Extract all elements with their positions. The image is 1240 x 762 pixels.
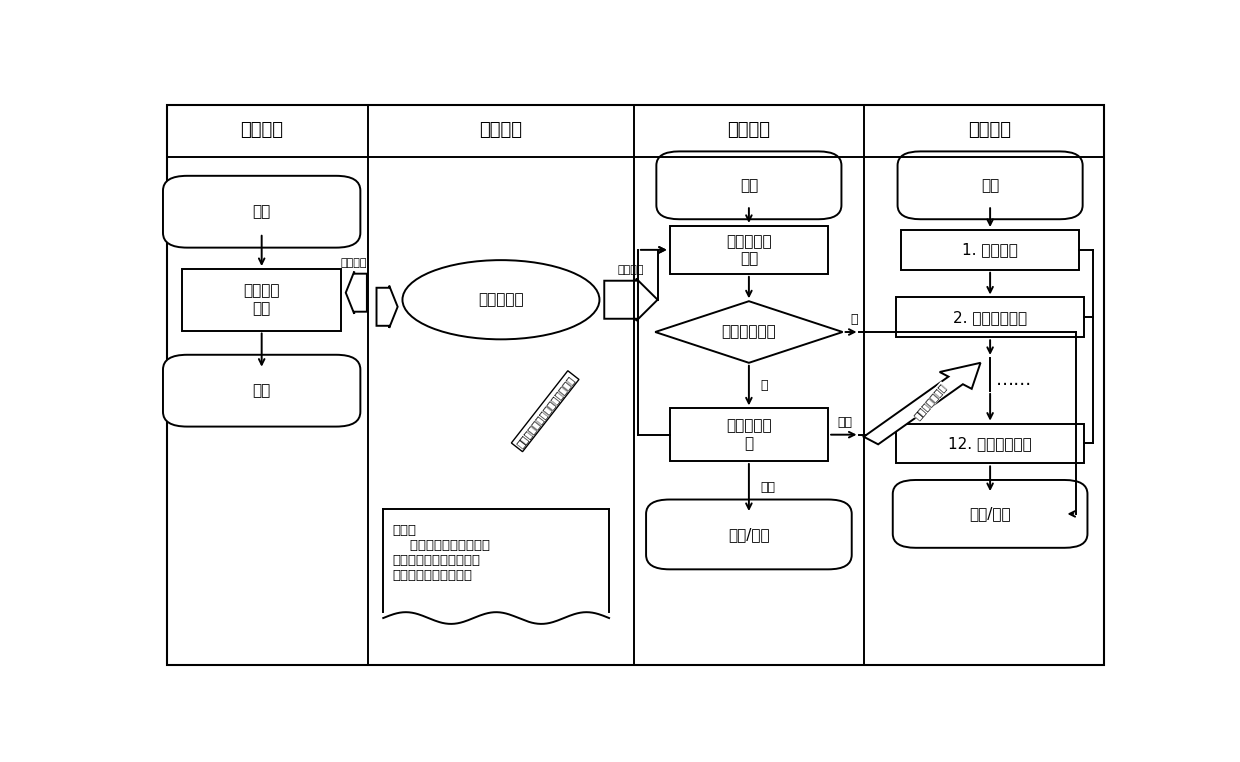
Text: 读取任务: 读取任务 — [618, 265, 645, 275]
Text: 任务执行: 任务执行 — [968, 120, 1012, 139]
Text: 成功: 成功 — [838, 416, 853, 429]
Bar — [182, 269, 341, 331]
Polygon shape — [377, 286, 398, 328]
Text: 开始: 开始 — [253, 204, 270, 219]
Text: 三元组任务: 三元组任务 — [479, 293, 523, 307]
Polygon shape — [604, 279, 657, 321]
Text: 12. 清除备份文件: 12. 清除备份文件 — [949, 436, 1032, 451]
Bar — [901, 230, 1079, 270]
FancyBboxPatch shape — [162, 176, 361, 248]
Polygon shape — [346, 271, 367, 314]
Text: 是否可以执行: 是否可以执行 — [722, 325, 776, 340]
Text: 添加扩容
请求: 添加扩容 请求 — [243, 283, 280, 316]
Text: 否: 否 — [851, 313, 858, 326]
Text: 任务选择: 任务选择 — [728, 120, 770, 139]
Text: 添加任务: 添加任务 — [341, 258, 367, 268]
Text: 是: 是 — [760, 379, 768, 392]
Text: 结束: 结束 — [253, 383, 270, 399]
Text: 2. 安装扩容软件: 2. 安装扩容软件 — [954, 310, 1027, 325]
Text: 读取未执行
任务: 读取未执行 任务 — [727, 234, 771, 266]
Text: 异常/退出: 异常/退出 — [728, 527, 770, 542]
Text: 任务存储: 任务存储 — [480, 120, 522, 139]
Text: 任务添加: 任务添加 — [241, 120, 283, 139]
FancyBboxPatch shape — [656, 152, 842, 219]
Text: 开始: 开始 — [740, 178, 758, 193]
Text: 说明：
    三元组任务（三个元素
包括：目标实例、数据源
实例、挂载主库实例）: 说明： 三元组任务（三个元素 包括：目标实例、数据源 实例、挂载主库实例） — [393, 524, 490, 582]
Text: 结束/异常: 结束/异常 — [970, 507, 1011, 521]
Text: 1. 环境检查: 1. 环境检查 — [962, 242, 1018, 258]
Bar — [897, 424, 1084, 463]
Ellipse shape — [403, 260, 599, 339]
Text: ……: …… — [996, 371, 1032, 389]
FancyBboxPatch shape — [898, 152, 1083, 219]
Bar — [670, 408, 828, 461]
Text: 启动扩容任
务: 启动扩容任 务 — [727, 418, 771, 451]
FancyBboxPatch shape — [162, 355, 361, 427]
Bar — [897, 297, 1084, 338]
Text: 开始: 开始 — [981, 178, 999, 193]
FancyBboxPatch shape — [646, 500, 852, 569]
Text: 失败: 失败 — [760, 481, 775, 494]
Text: 执行三元组任务: 执行三元组任务 — [913, 382, 949, 421]
Bar — [670, 226, 828, 274]
Polygon shape — [864, 363, 981, 444]
Text: 执行阶段，更新三元组任务信息: 执行阶段，更新三元组任务信息 — [515, 373, 577, 449]
Polygon shape — [655, 301, 843, 363]
FancyBboxPatch shape — [893, 480, 1087, 548]
